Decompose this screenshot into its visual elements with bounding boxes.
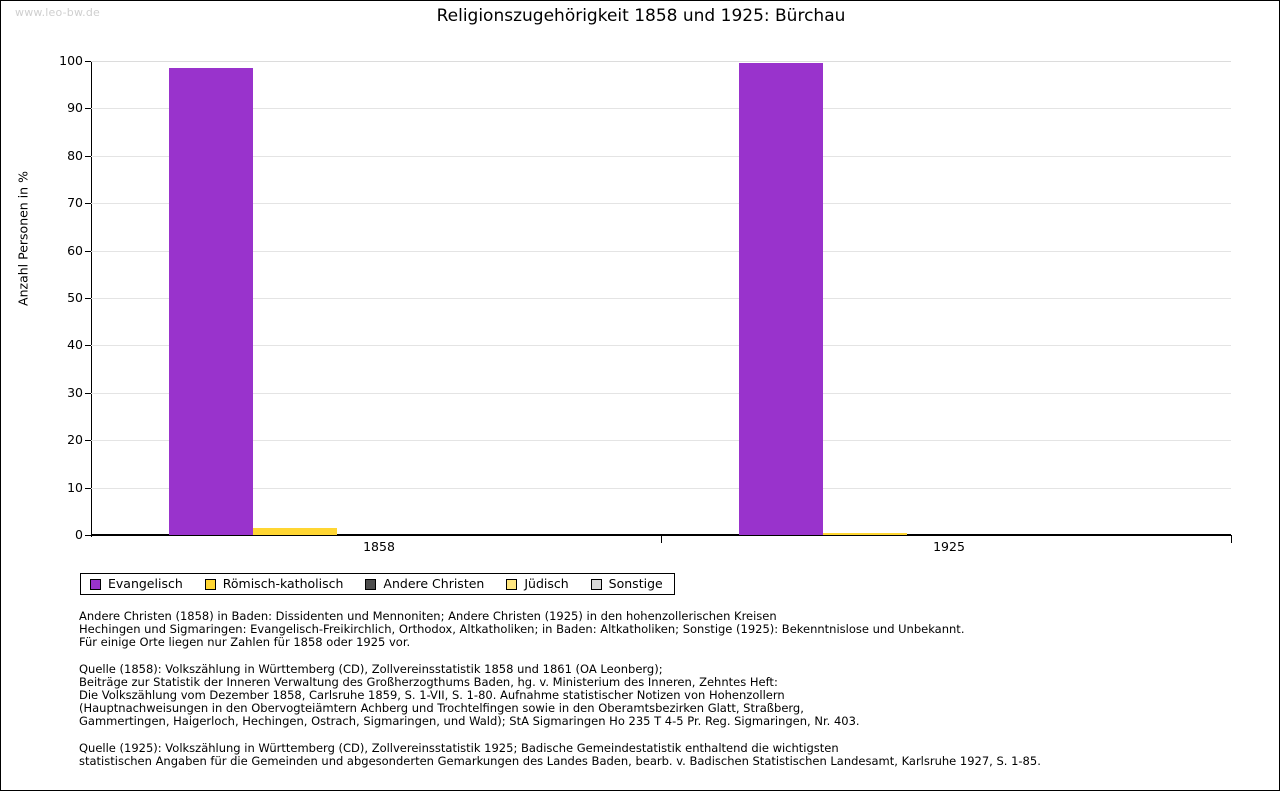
y-axis-tick bbox=[85, 440, 91, 442]
bar-1925-evangelisch[interactable] bbox=[739, 62, 823, 535]
y-axis-tick bbox=[85, 298, 91, 299]
legend-swatch-icon bbox=[90, 578, 101, 590]
note-block: Andere Christen (1858) in Baden: Disside… bbox=[79, 609, 1199, 650]
note-block: Quelle (1925): Volkszählung in Württembe… bbox=[79, 740, 1199, 768]
legend-label: Sonstige bbox=[608, 575, 663, 591]
legend-swatch-icon bbox=[204, 578, 216, 590]
note-line: Gammertingen, Haigerloch, Hechingen, Ost… bbox=[79, 714, 860, 729]
gridline bbox=[91, 250, 1231, 252]
legend-item-andere-christen[interactable]: Andere Christen bbox=[365, 575, 485, 591]
gridline bbox=[91, 298, 1231, 299]
y-axis-tick-label: 60 bbox=[67, 242, 83, 258]
y-axis-tick-label: 20 bbox=[67, 432, 83, 448]
y-axis-tick bbox=[85, 61, 91, 62]
legend-item-evangelisch[interactable]: Evangelisch bbox=[90, 575, 183, 591]
note-line: (Hauptnachweisungen in den Obervogteiämt… bbox=[79, 701, 804, 716]
gridline bbox=[91, 61, 1231, 62]
y-axis-tick-label: 30 bbox=[67, 384, 83, 400]
note-line: Für einige Orte liegen nur Zahlen für 18… bbox=[79, 635, 411, 650]
x-axis-separator bbox=[1231, 535, 1232, 543]
chart-notes: Andere Christen (1858) in Baden: Disside… bbox=[79, 609, 1199, 768]
chart-legend: Evangelisch Römisch-katholisch Andere Chri… bbox=[80, 573, 675, 595]
y-axis-tick-label: 90 bbox=[67, 100, 83, 116]
y-axis-tick bbox=[85, 345, 91, 347]
legend-label: Evangelisch bbox=[108, 575, 183, 591]
y-axis-tick-label: 70 bbox=[67, 195, 83, 211]
x-axis-category-label: 1925 bbox=[933, 539, 965, 554]
note-line: Quelle (1858): Volkszählung in Württembe… bbox=[79, 661, 663, 676]
legend-item-sonstige[interactable]: Sonstige bbox=[590, 575, 663, 591]
chart-title: Religionszugehörigkeit 1858 und 1925: Bü… bbox=[436, 6, 846, 26]
gridline bbox=[91, 487, 1231, 489]
bar-1858-evangelisch[interactable] bbox=[169, 68, 253, 535]
legend-label: Jüdisch bbox=[524, 575, 569, 591]
note-line: Beiträge zur Statistik der Inneren Verwa… bbox=[79, 674, 778, 689]
y-axis-tick-label: 0 bbox=[75, 527, 83, 542]
note-line: statistischen Angaben für die Gemeinden … bbox=[79, 753, 1041, 768]
y-axis-tick-label: 10 bbox=[67, 479, 83, 495]
legend-swatch-icon bbox=[590, 578, 602, 590]
bar-group bbox=[661, 61, 1231, 535]
bar-1858-r-misch-katholisch[interactable] bbox=[253, 527, 337, 535]
note-line: Hechingen und Sigmaringen: Evangelisch-F… bbox=[79, 622, 965, 637]
note-block: Quelle (1858): Volkszählung in Württembe… bbox=[79, 661, 1199, 729]
y-axis-tick bbox=[85, 203, 91, 205]
y-axis-tick bbox=[85, 155, 91, 157]
legend-item-r-misch-katholisch[interactable]: Römisch-katholisch bbox=[204, 575, 344, 591]
note-line: Die Volkszählung vom Dezember 1858, Carl… bbox=[79, 688, 785, 703]
legend-item-j-disch[interactable]: Jüdisch bbox=[506, 575, 569, 591]
bar-1925-r-misch-katholisch[interactable] bbox=[823, 533, 907, 535]
gridline bbox=[91, 392, 1231, 394]
x-axis-separator bbox=[661, 535, 662, 543]
legend-label: Andere Christen bbox=[383, 575, 485, 591]
gridline bbox=[91, 203, 1231, 205]
y-axis-tick bbox=[85, 108, 91, 110]
gridline bbox=[91, 155, 1231, 157]
x-axis-category-label: 1858 bbox=[363, 539, 395, 554]
y-axis-tick bbox=[85, 487, 91, 489]
legend-swatch-icon bbox=[365, 578, 377, 590]
y-axis-tick-label: 50 bbox=[67, 290, 83, 305]
gridline bbox=[91, 345, 1231, 347]
y-axis-title: Anzahl Personen in % bbox=[15, 171, 31, 306]
gridline bbox=[91, 440, 1231, 442]
plot-area: Anzahl Personen in % 0 10 20 30 40 50 60 70 80 90… bbox=[1, 1, 1280, 561]
y-axis-tick bbox=[85, 250, 91, 252]
y-axis-tick-label: 80 bbox=[67, 147, 83, 163]
y-axis-tick-label: 100 bbox=[59, 53, 83, 68]
note-line: Andere Christen (1858) in Baden: Disside… bbox=[79, 609, 777, 623]
legend-swatch-icon bbox=[506, 578, 518, 590]
bar-group bbox=[91, 61, 661, 535]
y-axis-line bbox=[91, 61, 92, 537]
plot-canvas bbox=[91, 61, 1231, 536]
watermark: www.leo-bw.de bbox=[15, 6, 101, 19]
legend-label: Römisch-katholisch bbox=[222, 575, 344, 591]
y-axis-tick-label: 40 bbox=[67, 337, 83, 353]
gridline bbox=[91, 108, 1231, 110]
note-line: Quelle (1925): Volkszählung in Württembe… bbox=[79, 740, 839, 755]
y-axis-tick bbox=[85, 392, 91, 394]
y-axis-tick bbox=[85, 535, 91, 536]
